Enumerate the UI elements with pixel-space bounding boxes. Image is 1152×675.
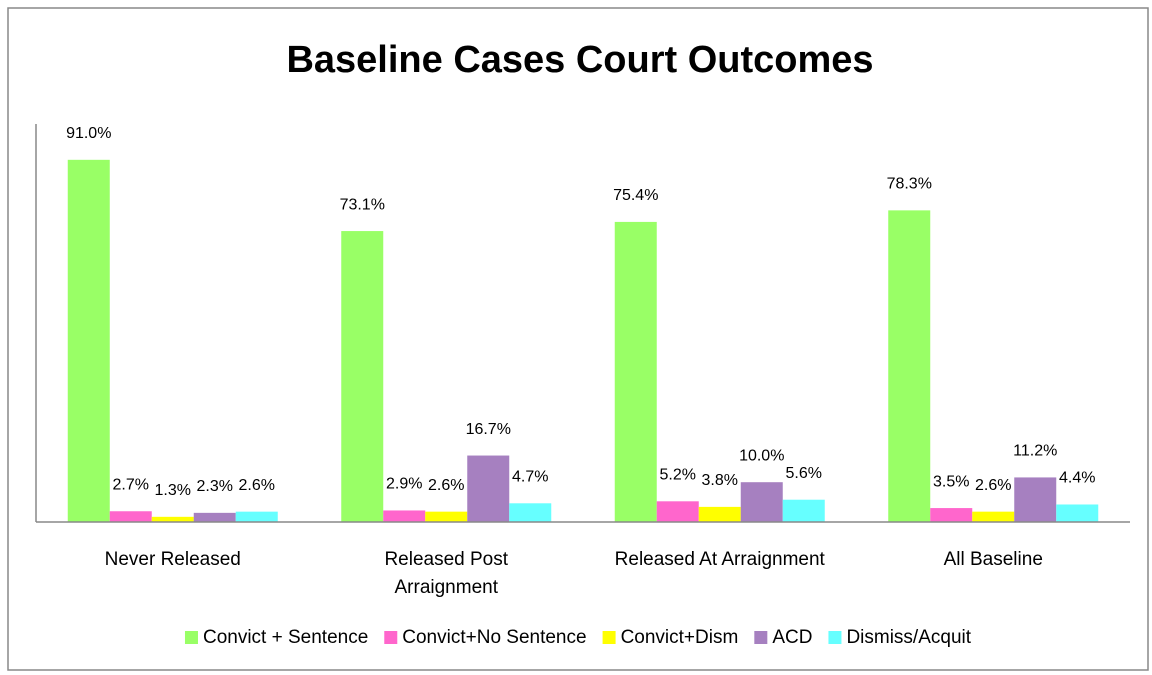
data-label: 5.6% — [786, 465, 822, 482]
bar — [383, 510, 426, 522]
x-tick-label: All Baseline — [943, 549, 1043, 570]
bar — [151, 516, 194, 522]
bar — [467, 455, 510, 522]
bar — [109, 511, 152, 522]
x-tick-label: Released At Arraignment — [614, 549, 825, 570]
data-label: 91.0% — [66, 125, 111, 142]
legend-label: Convict + Sentence — [203, 627, 368, 648]
bar — [698, 506, 741, 522]
bar — [509, 503, 552, 522]
data-label: 2.3% — [197, 478, 233, 495]
chart-frame — [7, 7, 1149, 671]
bar — [67, 159, 110, 522]
data-label: 10.0% — [739, 447, 784, 464]
data-label: 4.7% — [512, 469, 548, 486]
bar — [782, 499, 825, 522]
bar — [888, 210, 931, 522]
bar — [235, 511, 278, 522]
legend-swatch — [602, 631, 616, 644]
data-label: 2.6% — [428, 477, 464, 494]
legend-label: Dismiss/Acquit — [846, 627, 971, 648]
data-label: 11.2% — [1013, 443, 1057, 460]
legend-label: Convict+No Sentence — [402, 627, 586, 648]
legend-swatch — [184, 631, 198, 644]
bar — [193, 512, 236, 522]
data-label: 1.3% — [155, 482, 191, 499]
bar — [341, 231, 384, 522]
legend-swatch — [754, 631, 768, 644]
data-label: 78.3% — [887, 176, 932, 193]
data-label: 2.9% — [386, 476, 422, 493]
legend-swatch — [828, 631, 842, 644]
data-label: 2.6% — [975, 477, 1011, 494]
data-label: 2.7% — [113, 476, 149, 493]
data-label: 4.4% — [1059, 470, 1095, 487]
legend-label: ACD — [772, 627, 812, 648]
bar — [656, 501, 699, 522]
data-label: 3.8% — [702, 472, 738, 489]
data-label: 73.1% — [340, 196, 385, 213]
data-label: 75.4% — [613, 187, 658, 204]
bar — [425, 511, 468, 522]
data-label: 5.2% — [660, 467, 696, 484]
legend-swatch — [384, 631, 398, 644]
legend-label: Convict+Dism — [621, 627, 739, 648]
bar — [1056, 504, 1099, 522]
bar — [1014, 477, 1057, 522]
bar — [614, 221, 657, 522]
bar — [972, 511, 1015, 522]
data-label: 3.5% — [933, 473, 969, 490]
data-label: 16.7% — [466, 421, 511, 438]
bar — [740, 482, 783, 522]
bar — [930, 508, 973, 522]
x-tick-label: Never Released — [104, 549, 241, 570]
chart-title: Baseline Cases Court Outcomes — [286, 39, 873, 81]
data-label: 2.6% — [239, 477, 275, 494]
x-tick-label: Released Post Arraignment — [384, 549, 509, 598]
